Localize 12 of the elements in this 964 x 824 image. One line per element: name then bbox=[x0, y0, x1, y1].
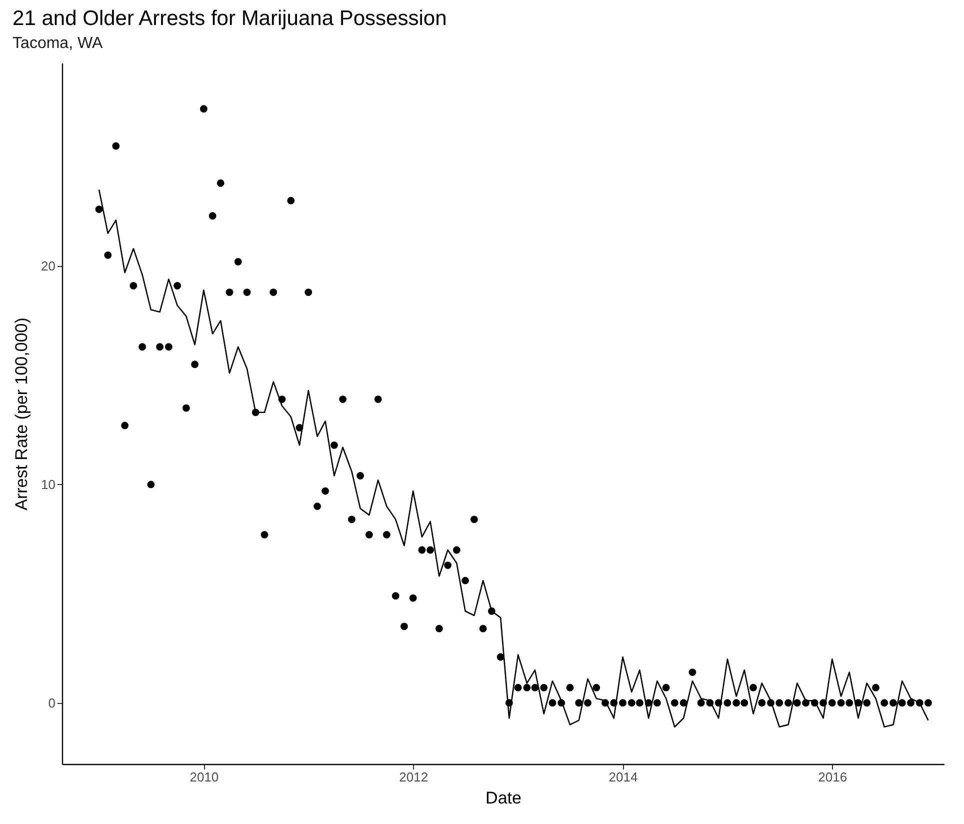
x-tick-label: 2012 bbox=[399, 770, 428, 784]
chart-title: 21 and Older Arrests for Marijuana Possession bbox=[12, 7, 447, 30]
y-axis-title: Arrest Rate (per 100,000) bbox=[12, 318, 32, 510]
chart-subtitle: Tacoma, WA bbox=[12, 35, 103, 52]
x-axis-title: Date bbox=[486, 788, 522, 808]
y-tick-label: 20 bbox=[41, 258, 56, 274]
line-series bbox=[98, 189, 929, 728]
x-tick-label: 2014 bbox=[608, 770, 638, 784]
y-tick-label: 0 bbox=[48, 695, 56, 710]
x-tick-label: 2016 bbox=[818, 770, 848, 784]
y-tick-label: 10 bbox=[41, 476, 56, 492]
x-tick-label: 2010 bbox=[190, 770, 219, 784]
